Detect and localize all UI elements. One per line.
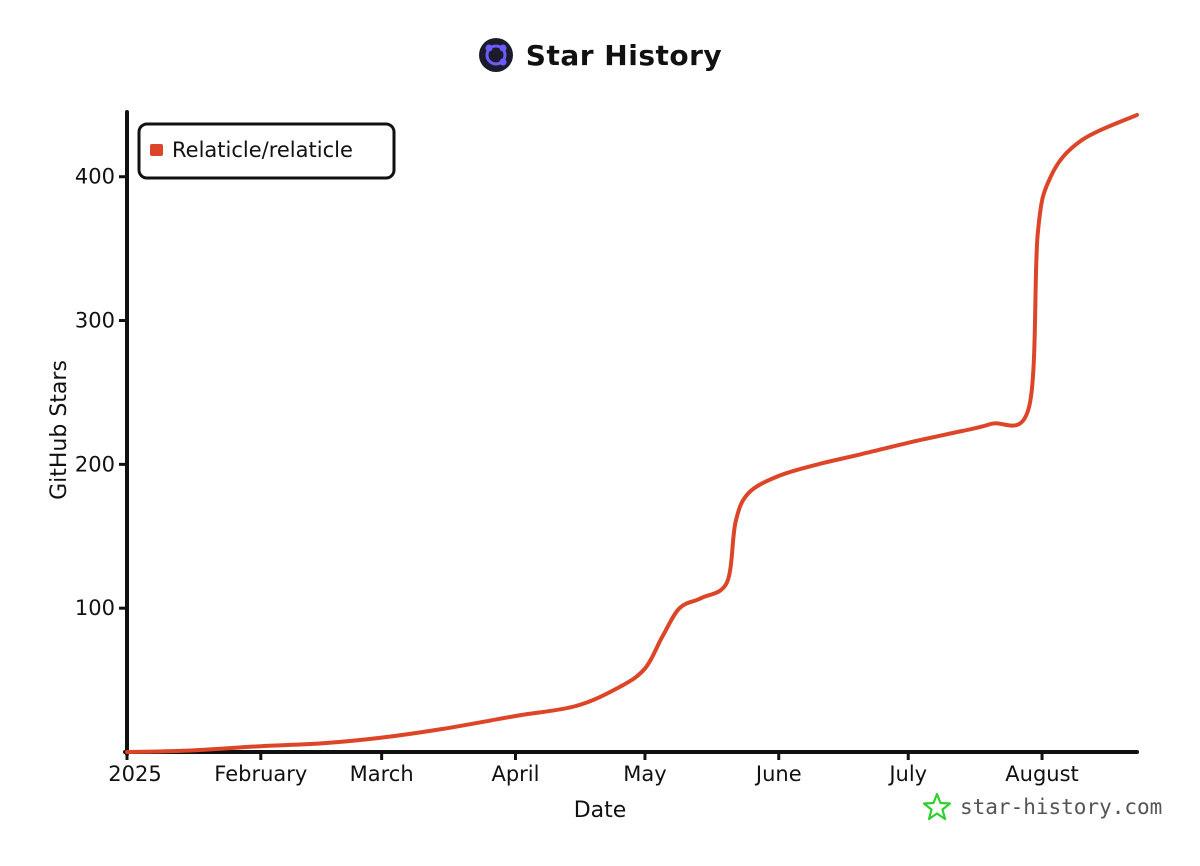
- x-tick-label: May: [623, 762, 666, 786]
- watermark[interactable]: star-history.com: [922, 792, 1162, 822]
- x-axis-label: Date: [574, 798, 627, 823]
- chart-legend: Relaticle/relaticle: [137, 122, 396, 180]
- x-tick-label: July: [887, 762, 927, 786]
- series-line-relaticle: [125, 112, 1139, 754]
- x-tick-label: 2025: [108, 762, 161, 786]
- y-tick-label: 200: [75, 452, 115, 476]
- x-axis-ticks: 2025 February March April May June July August: [108, 752, 1079, 786]
- x-tick-label: April: [491, 762, 539, 786]
- star-history-logo-icon: [478, 38, 513, 72]
- x-tick-label: June: [754, 762, 802, 786]
- y-axis-label: GitHub Stars: [47, 360, 72, 500]
- x-tick-label: March: [350, 762, 414, 786]
- chart-series: [125, 112, 1139, 754]
- y-axis-ticks: 100 200 300 400: [75, 165, 127, 620]
- chart-title-area: Star History: [0, 30, 1200, 80]
- legend-entry-label: Relaticle/relaticle: [172, 138, 353, 162]
- legend-swatch: [150, 144, 163, 156]
- y-tick-label: 100: [75, 596, 115, 620]
- y-tick-label: 300: [75, 309, 115, 333]
- green-star-icon: [922, 792, 952, 821]
- x-tick-label: February: [214, 762, 307, 786]
- watermark-text: star-history.com: [960, 795, 1163, 819]
- y-tick-label: 400: [75, 165, 115, 189]
- chart-axes: [123, 110, 1139, 756]
- legend-box: [137, 122, 396, 180]
- x-tick-label: August: [1005, 762, 1079, 786]
- chart-title: Star History: [525, 38, 723, 72]
